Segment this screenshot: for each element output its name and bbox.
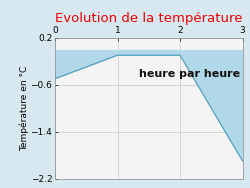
Text: heure par heure: heure par heure — [139, 69, 240, 79]
Y-axis label: Température en °C: Température en °C — [20, 65, 29, 151]
Title: Evolution de la température: Evolution de la température — [55, 12, 242, 25]
